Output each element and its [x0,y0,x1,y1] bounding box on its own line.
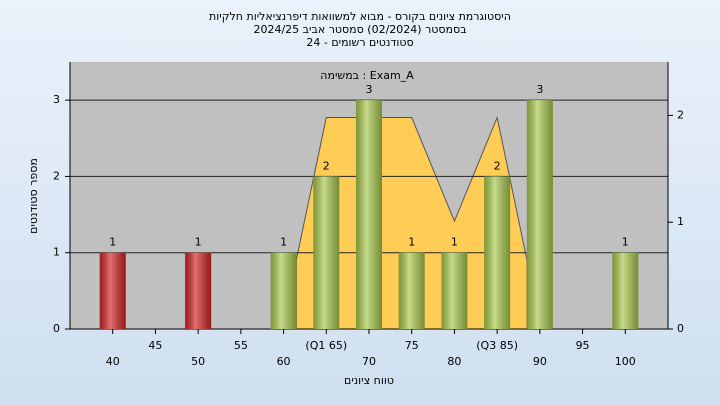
x-tick-label: 40 [106,355,120,368]
value-label: 3 [536,83,543,96]
bar-shade [99,252,126,329]
value-label: 2 [494,159,501,172]
x-tick-label: 75 [405,339,419,352]
bar-shade [185,252,212,329]
x-tick-label: 100 [615,355,636,368]
y2-tick-label: 2 [677,108,684,121]
value-label: 3 [366,83,373,96]
y-tick-label: 0 [53,322,60,335]
bar-shade [612,252,639,329]
y-tick-label: 1 [53,246,60,259]
value-label: 2 [323,159,330,172]
y-tick-label: 3 [53,93,60,106]
x-tick-label: 90 [533,355,547,368]
x-tick-label: (Q1 65) [305,339,347,352]
value-label: 1 [408,236,415,249]
x-tick-label: 95 [576,339,590,352]
bar-shade [356,100,382,330]
annotation: במשימה : Exam_A [320,69,414,82]
bar-shade [398,252,425,329]
x-tick-label: 45 [148,339,162,352]
y-tick-label: 2 [53,169,60,182]
value-label: 1 [195,236,202,249]
y-axis-label: מספר סטודנטים [27,158,40,234]
title-line: היסטוגרמת ציונים בקורס - מבוא למשוואות ד… [209,10,511,23]
bar-shade [526,100,553,330]
x-tick-label: 80 [447,355,461,368]
value-label: 1 [109,236,116,249]
title-line: בסמסטר (02/2024) סמסטר אביב 2024/25 [253,23,466,36]
x-axis-label: טווח ציונים [344,374,394,387]
y2-tick-label: 0 [677,322,684,335]
y2-tick-label: 1 [677,215,684,228]
value-label: 1 [280,236,287,249]
bar-shade [313,176,340,329]
title-line: סטודנטים רשומים - 24 [306,36,413,49]
bar-shade [441,252,468,329]
x-tick-label: 50 [191,355,205,368]
value-label: 1 [451,236,458,249]
value-label: 1 [622,236,629,249]
x-tick-label: 60 [277,355,291,368]
bar-shade [270,252,297,329]
x-tick-label: 70 [362,355,376,368]
x-tick-label: (Q3 85) [476,339,518,352]
x-tick-label: 55 [234,339,248,352]
bar-shade [484,176,511,329]
